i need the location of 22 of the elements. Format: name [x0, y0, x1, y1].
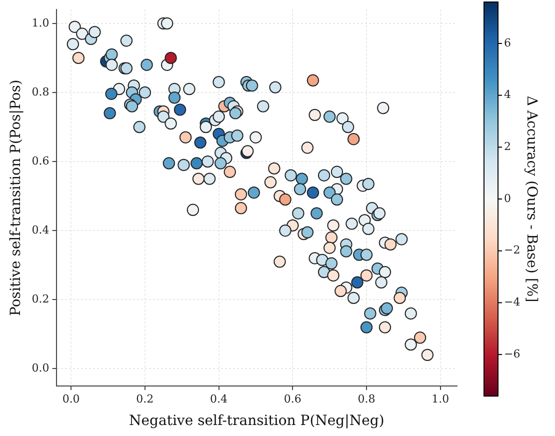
color-bar-label: 6: [504, 36, 511, 50]
x-tick-label: 0.8: [358, 392, 376, 406]
y-axis-title: Positive self-transition P(Pos|Pos): [8, 80, 24, 316]
y-tick-label: 0.2: [32, 292, 50, 306]
y-tick-label: 0.4: [32, 223, 50, 236]
x-tick-label: 0.2: [136, 392, 154, 406]
x-tick-label: 0.4: [210, 392, 228, 406]
y-tick-label: 0.8: [32, 85, 50, 98]
y-tick-label: 0.0: [32, 362, 50, 375]
color-bar-label: −6: [504, 347, 520, 360]
color-bar-label: 0: [504, 192, 511, 205]
color-bar-label: 4: [504, 88, 511, 102]
y-tick-label: 1.0: [32, 16, 50, 30]
x-tick-label: 1.0: [432, 392, 450, 406]
x-axis-title: Negative self-transition P(Neg|Neg): [128, 413, 384, 430]
color-bar-label: −4: [504, 296, 520, 309]
x-tick-label: 0.6: [284, 392, 302, 406]
y-tick-label: 0.6: [32, 154, 50, 168]
x-tick-label: 0.0: [62, 392, 80, 406]
color-bar-label: −2: [504, 244, 520, 257]
color-bar-title: Δ Accuracy (Ours - Base) [%]: [523, 96, 540, 302]
color-bar-label: 2: [504, 140, 511, 154]
